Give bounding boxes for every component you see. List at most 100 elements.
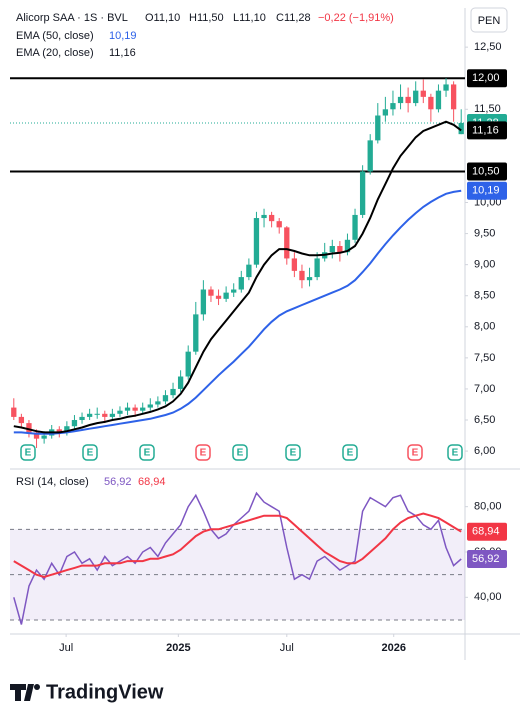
- event-badge: [82, 444, 98, 461]
- x-tick-label: 2025: [166, 642, 190, 654]
- candle-body: [215, 295, 222, 299]
- price-tag-label: 12,00: [472, 72, 500, 84]
- candle-body: [223, 292, 229, 299]
- event-label: E: [452, 448, 459, 459]
- y-tick-label: 8,50: [474, 290, 495, 302]
- legend-value: 10,19: [109, 30, 137, 42]
- candle-body: [11, 407, 17, 417]
- candle-body: [132, 407, 138, 411]
- candle-body: [450, 84, 457, 110]
- y-tick-label: 6,00: [474, 445, 495, 457]
- candle-body: [208, 289, 214, 296]
- x-tick-label: Jul: [59, 642, 73, 654]
- currency-button[interactable]: [470, 7, 508, 33]
- candle-body: [177, 376, 184, 389]
- candle-body: [367, 140, 373, 172]
- event-label: E: [144, 448, 151, 459]
- price-tag: [467, 522, 507, 541]
- candle-body: [64, 426, 70, 433]
- ohlc-high: H11,50: [189, 12, 224, 24]
- candle-body: [155, 401, 161, 405]
- brand: TradingView: [46, 681, 164, 703]
- candle-body: [94, 413, 100, 415]
- candle-body: [428, 96, 434, 110]
- change: −0,22 (−1,91%): [318, 12, 394, 24]
- candle-body: [306, 277, 313, 281]
- currency[interactable]: PEN: [478, 15, 501, 27]
- candle-body: [109, 413, 116, 417]
- candle-body: [246, 264, 252, 278]
- candle-body: [458, 122, 464, 135]
- candle-body: [261, 214, 267, 219]
- candle-body: [185, 351, 191, 377]
- event-label: E: [25, 448, 32, 459]
- candle-body: [284, 227, 290, 259]
- x-tick-label: Jul: [280, 642, 294, 654]
- ohlc-open: O11,10: [145, 12, 180, 24]
- price-tag: [467, 121, 507, 140]
- candle-body: [314, 258, 320, 278]
- candle-body: [18, 416, 25, 424]
- candle-body: [231, 289, 237, 293]
- y-tick-label: 80,00: [474, 501, 502, 513]
- price-tag-label: 68,94: [472, 526, 500, 538]
- y-tick-label: 9,50: [474, 227, 495, 239]
- candle-body: [170, 388, 176, 396]
- legend-name: EMA (20, close): [16, 47, 94, 59]
- series-line: [13, 120, 462, 434]
- candle-body: [397, 96, 404, 104]
- y-tick-label: 8,00: [474, 321, 495, 333]
- rsi-title: RSI (14, close): [16, 476, 89, 488]
- logo: TradingView: [10, 681, 164, 703]
- candle-body: [359, 171, 366, 215]
- legend-value: 11,16: [109, 47, 136, 59]
- legend-name: EMA (50, close): [16, 30, 94, 42]
- candle-body: [352, 214, 358, 240]
- candle-body: [26, 423, 32, 433]
- event-label: E: [412, 448, 419, 459]
- event-label: E: [87, 448, 94, 459]
- rsi-ma-value: 68,94: [138, 476, 166, 488]
- series-line: [13, 491, 462, 625]
- price-tag: [467, 162, 507, 181]
- logo-mark: [10, 684, 34, 701]
- x-tick-label: 2026: [381, 642, 405, 654]
- candle-body: [124, 407, 131, 411]
- series-line: [13, 512, 462, 578]
- candle-body: [140, 407, 146, 411]
- candles: [11, 78, 464, 448]
- candle-body: [147, 404, 153, 408]
- event-badge: [285, 444, 301, 461]
- candle-body: [405, 96, 411, 104]
- candle-body: [344, 239, 351, 253]
- candle-body: [102, 413, 108, 417]
- candle-body: [79, 416, 85, 421]
- candle-body: [299, 270, 305, 281]
- y-tick-label: 9,00: [474, 259, 495, 271]
- event-badge: [20, 444, 36, 461]
- candle-body: [71, 420, 78, 427]
- logo-dot: [34, 684, 40, 690]
- y-tick-label: 7,00: [474, 383, 495, 395]
- event-label: E: [290, 448, 297, 459]
- series-line: [13, 189, 462, 435]
- candle-body: [253, 218, 260, 265]
- ohlc-close: C11,28: [276, 12, 311, 24]
- candle-body: [193, 314, 199, 352]
- candle-body: [337, 246, 343, 253]
- candle-body: [117, 410, 123, 414]
- y-tick-label: 12,50: [474, 41, 502, 53]
- candle-body: [382, 109, 389, 116]
- candle-body: [200, 289, 207, 315]
- candle-body: [86, 413, 93, 417]
- candle-body: [41, 435, 47, 439]
- event-badge: [232, 444, 248, 461]
- candle-body: [276, 221, 282, 228]
- price-tag-label: 11,16: [472, 124, 499, 136]
- candle-body: [329, 246, 335, 253]
- candle-body: [268, 214, 275, 222]
- event-label: E: [237, 448, 244, 459]
